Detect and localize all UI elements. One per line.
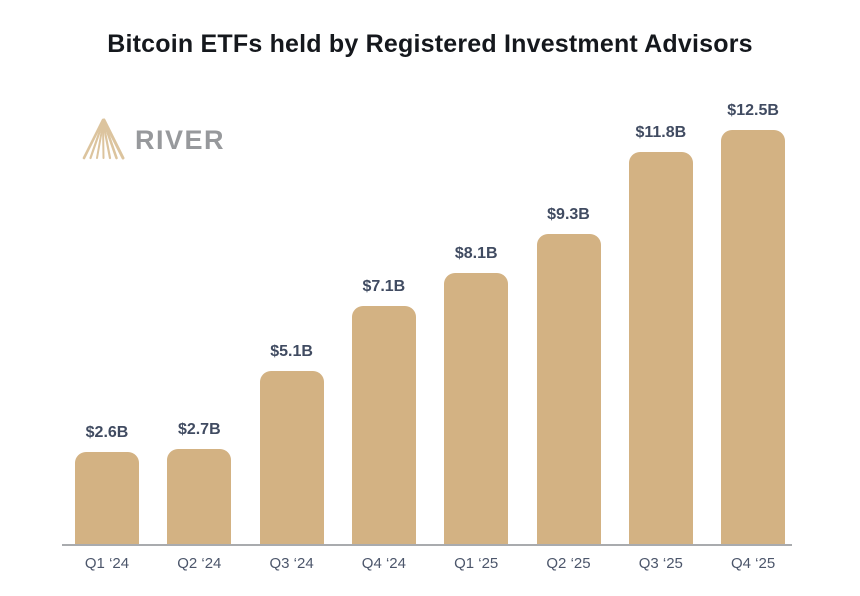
bar [628,152,693,545]
x-axis-line [62,544,792,546]
bar [75,452,139,545]
bar-value-label: $9.3B [547,205,590,223]
bar-value-label: $8.1B [454,244,498,262]
x-axis-label: Q3 ‘25 [638,555,683,572]
river-delta-icon [80,115,126,166]
bar-value-label: $2.6B [85,424,129,442]
bar [536,233,601,545]
bar-value-label: $12.5B [727,101,779,119]
x-axis-label: Q1 ‘25 [454,555,499,572]
river-logo-text: RIVER [135,125,226,155]
river-logo: RIVER [80,115,225,166]
x-axis-label: Q4 ‘25 [730,555,776,572]
bar [259,370,324,545]
bar [721,129,786,545]
bar-value-label: $5.1B [270,342,313,360]
x-axis-label: Q2 ‘24 [177,555,222,572]
bar-value-label: $7.1B [362,277,406,295]
chart-title: Bitcoin ETFs held by Registered Investme… [107,30,753,58]
bar [351,305,416,545]
bar [167,448,232,545]
x-axis-label: Q1 ‘24 [84,555,130,572]
bar [444,272,509,545]
bar-value-label: $11.8B [635,124,687,142]
x-axis-label: Q3 ‘24 [269,555,314,572]
x-axis-label: Q2 ‘25 [546,555,591,572]
bar-value-label: $2.7B [177,420,221,438]
x-axis-label: Q4 ‘24 [361,555,406,572]
